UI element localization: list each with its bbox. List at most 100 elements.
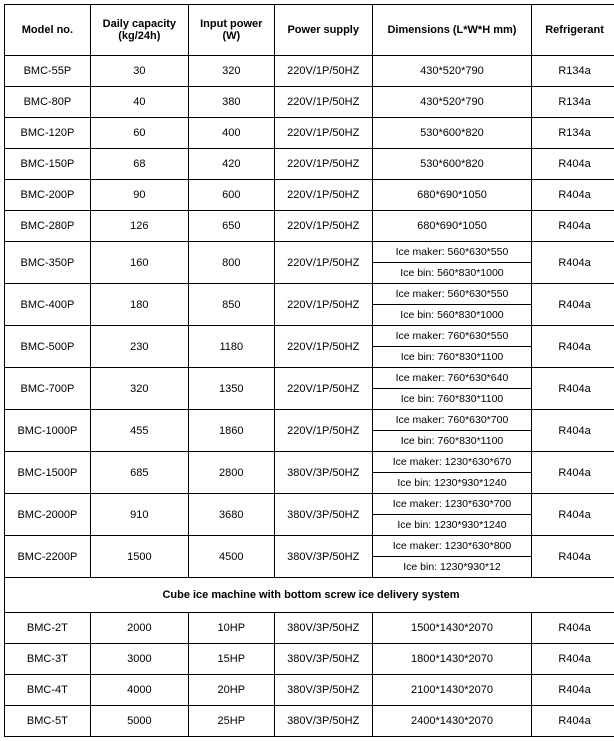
cell-dim-bin: Ice bin: 760*830*1100 xyxy=(372,431,531,452)
cell-model: BMC-1000P xyxy=(5,410,91,452)
cell-dimensions: 2100*1430*2070 xyxy=(372,675,531,706)
cell-capacity: 4000 xyxy=(90,675,188,706)
table-row: BMC-1500P6852800380V/3P/50HZIce maker: 1… xyxy=(5,452,614,473)
table-row: BMC-280P126650220V/1P/50HZ680*690*1050R4… xyxy=(5,211,614,242)
col-model: Model no. xyxy=(5,5,91,56)
cell-refrigerant: R404a xyxy=(532,180,614,211)
cell-dimensions: 530*600*820 xyxy=(372,118,531,149)
cell-dimensions: 1500*1430*2070 xyxy=(372,613,531,644)
cell-refrigerant: R404a xyxy=(532,452,614,494)
cell-dimensions: 430*520*790 xyxy=(372,56,531,87)
table-row: BMC-4T400020HP380V/3P/50HZ2100*1430*2070… xyxy=(5,675,614,706)
cell-capacity: 685 xyxy=(90,452,188,494)
cell-refrigerant: R404a xyxy=(532,326,614,368)
cell-dim-bin: Ice bin: 760*830*1100 xyxy=(372,347,531,368)
cell-power: 4500 xyxy=(188,536,274,578)
cell-power: 600 xyxy=(188,180,274,211)
cell-supply: 220V/1P/50HZ xyxy=(274,180,372,211)
cell-refrigerant: R404a xyxy=(532,675,614,706)
cell-model: BMC-55P xyxy=(5,56,91,87)
cell-refrigerant: R404a xyxy=(532,284,614,326)
cell-capacity: 68 xyxy=(90,149,188,180)
cell-dim-maker: Ice maker: 760*630*640 xyxy=(372,368,531,389)
cell-dim-maker: Ice maker: 560*630*550 xyxy=(372,242,531,263)
cell-dim-bin: Ice bin: 1230*930*1240 xyxy=(372,515,531,536)
cell-dimensions: 680*690*1050 xyxy=(372,180,531,211)
cell-dimensions: 430*520*790 xyxy=(372,87,531,118)
cell-power: 420 xyxy=(188,149,274,180)
cell-capacity: 5000 xyxy=(90,706,188,737)
cell-supply: 220V/1P/50HZ xyxy=(274,326,372,368)
cell-dim-bin: Ice bin: 1230*930*1240 xyxy=(372,473,531,494)
cell-supply: 380V/3P/50HZ xyxy=(274,706,372,737)
cell-refrigerant: R134a xyxy=(532,87,614,118)
cell-power: 1180 xyxy=(188,326,274,368)
cell-supply: 380V/3P/50HZ xyxy=(274,452,372,494)
cell-supply: 380V/3P/50HZ xyxy=(274,536,372,578)
cell-model: BMC-200P xyxy=(5,180,91,211)
cell-model: BMC-150P xyxy=(5,149,91,180)
table-row: BMC-80P40380220V/1P/50HZ430*520*790R134a xyxy=(5,87,614,118)
cell-supply: 220V/1P/50HZ xyxy=(274,284,372,326)
cell-dim-bin: Ice bin: 1230*930*12 xyxy=(372,557,531,578)
cell-refrigerant: R404a xyxy=(532,706,614,737)
cell-power: 3680 xyxy=(188,494,274,536)
cell-power: 1860 xyxy=(188,410,274,452)
cell-model: BMC-2000P xyxy=(5,494,91,536)
cell-dim-maker: Ice maker: 1230*630*700 xyxy=(372,494,531,515)
cell-power: 650 xyxy=(188,211,274,242)
cell-dimensions: 2400*1430*2070 xyxy=(372,706,531,737)
table-row: BMC-200P90600220V/1P/50HZ680*690*1050R40… xyxy=(5,180,614,211)
cell-dim-bin: Ice bin: 760*830*1100 xyxy=(372,389,531,410)
cell-supply: 380V/3P/50HZ xyxy=(274,675,372,706)
cell-refrigerant: R404a xyxy=(532,613,614,644)
table-row: BMC-3T300015HP380V/3P/50HZ1800*1430*2070… xyxy=(5,644,614,675)
cell-supply: 380V/3P/50HZ xyxy=(274,494,372,536)
cell-power: 800 xyxy=(188,242,274,284)
cell-model: BMC-2T xyxy=(5,613,91,644)
cell-power: 1350 xyxy=(188,368,274,410)
cell-supply: 220V/1P/50HZ xyxy=(274,368,372,410)
cell-power: 10HP xyxy=(188,613,274,644)
cell-dim-bin: Ice bin: 560*830*1000 xyxy=(372,263,531,284)
cell-model: BMC-3T xyxy=(5,644,91,675)
cell-power: 15HP xyxy=(188,644,274,675)
cell-model: BMC-1500P xyxy=(5,452,91,494)
cell-capacity: 30 xyxy=(90,56,188,87)
cell-refrigerant: R404a xyxy=(532,410,614,452)
cell-power: 20HP xyxy=(188,675,274,706)
cell-dimensions: 680*690*1050 xyxy=(372,211,531,242)
col-dimensions: Dimensions (L*W*H mm) xyxy=(372,5,531,56)
cell-power: 320 xyxy=(188,56,274,87)
table-row: BMC-700P3201350220V/1P/50HZIce maker: 76… xyxy=(5,368,614,389)
cell-dim-maker: Ice maker: 1230*630*800 xyxy=(372,536,531,557)
cell-model: BMC-500P xyxy=(5,326,91,368)
cell-refrigerant: R134a xyxy=(532,118,614,149)
cell-capacity: 320 xyxy=(90,368,188,410)
cell-refrigerant: R404a xyxy=(532,494,614,536)
cell-dim-maker: Ice maker: 760*630*700 xyxy=(372,410,531,431)
cell-supply: 220V/1P/50HZ xyxy=(274,211,372,242)
cell-capacity: 60 xyxy=(90,118,188,149)
table-row: BMC-350P160800220V/1P/50HZIce maker: 560… xyxy=(5,242,614,263)
col-supply: Power supply xyxy=(274,5,372,56)
table-row: BMC-2200P15004500380V/3P/50HZIce maker: … xyxy=(5,536,614,557)
section-header-cell: Cube ice machine with bottom screw ice d… xyxy=(5,578,614,613)
cell-capacity: 910 xyxy=(90,494,188,536)
table-row: BMC-500P2301180220V/1P/50HZIce maker: 76… xyxy=(5,326,614,347)
table-row: BMC-150P68420220V/1P/50HZ530*600*820R404… xyxy=(5,149,614,180)
cell-dim-maker: Ice maker: 560*630*550 xyxy=(372,284,531,305)
header-row: Model no. Daily capacity (kg/24h) Input … xyxy=(5,5,614,56)
cell-supply: 380V/3P/50HZ xyxy=(274,613,372,644)
table-row: BMC-120P60400220V/1P/50HZ530*600*820R134… xyxy=(5,118,614,149)
cell-model: BMC-350P xyxy=(5,242,91,284)
cell-refrigerant: R404a xyxy=(532,149,614,180)
cell-power: 850 xyxy=(188,284,274,326)
cell-supply: 220V/1P/50HZ xyxy=(274,242,372,284)
cell-dimensions: 530*600*820 xyxy=(372,149,531,180)
cell-model: BMC-120P xyxy=(5,118,91,149)
table-row: BMC-400P180850220V/1P/50HZIce maker: 560… xyxy=(5,284,614,305)
cell-refrigerant: R404a xyxy=(532,242,614,284)
cell-supply: 220V/1P/50HZ xyxy=(274,118,372,149)
cell-refrigerant: R404a xyxy=(532,536,614,578)
